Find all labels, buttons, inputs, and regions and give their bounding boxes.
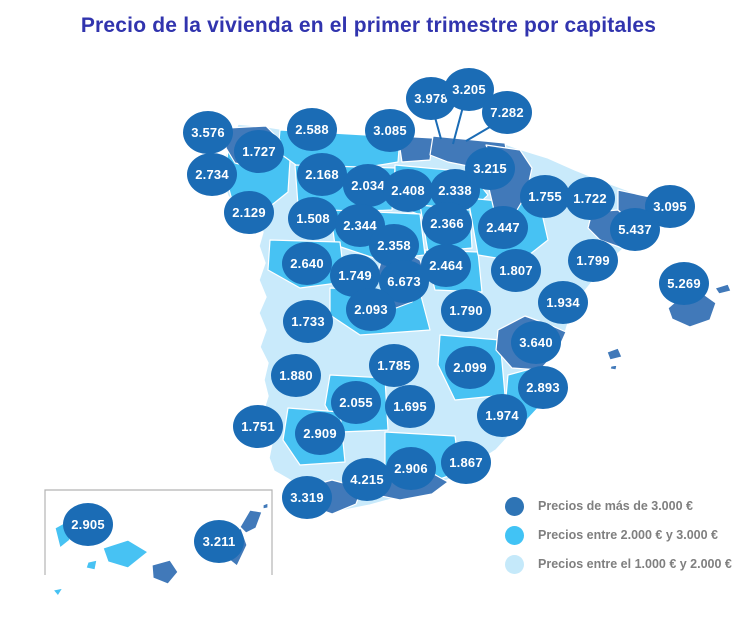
price-bubble: 2.893	[518, 365, 568, 409]
price-bubble: 1.722	[565, 176, 615, 220]
price-bubble: 3.319	[282, 475, 332, 519]
legend-item: Precios entre 2.000 € y 3.000 €	[505, 524, 730, 546]
price-bubble: 2.358	[369, 223, 419, 267]
price-bubble: 3.085	[365, 108, 415, 152]
legend-label: Precios entre el 1.000 € y 2.000 €	[538, 557, 732, 571]
price-bubble: 5.437	[610, 207, 660, 251]
price-bubble: 2.093	[346, 287, 396, 331]
price-bubble: 1.880	[271, 353, 321, 397]
price-bubble: 3.215	[465, 146, 515, 190]
price-bubble: 2.906	[386, 446, 436, 490]
price-bubble: 2.055	[331, 380, 381, 424]
price-bubble: 1.508	[288, 196, 338, 240]
price-bubble: 1.974	[477, 393, 527, 437]
price-bubble: 1.934	[538, 280, 588, 324]
price-bubble: 2.168	[297, 152, 347, 196]
legend-dot-mid	[505, 525, 524, 545]
price-bubble: 2.905	[63, 502, 113, 546]
price-bubble: 2.366	[422, 201, 472, 245]
price-bubble: 4.215	[342, 457, 392, 501]
price-bubble: 2.099	[445, 345, 495, 389]
price-bubble: 1.755	[520, 174, 570, 218]
legend-item: Precios entre el 1.000 € y 2.000 €	[505, 553, 732, 575]
price-bubble: 1.695	[385, 384, 435, 428]
price-bubble: 3.576	[183, 110, 233, 154]
price-bubble: 2.909	[295, 411, 345, 455]
price-bubble: 3.211	[194, 519, 244, 563]
price-bubble: 2.464	[421, 243, 471, 287]
price-bubble: 3.095	[645, 184, 695, 228]
price-bubble: 7.282	[482, 90, 532, 134]
price-bubble: 1.799	[568, 238, 618, 282]
price-bubble: 2.588	[287, 107, 337, 151]
price-bubble: 1.807	[491, 248, 541, 292]
legend-label: Precios de más de 3.000 €	[538, 499, 693, 513]
price-bubble: 1.867	[441, 440, 491, 484]
page-title: Precio de la vivienda en el primer trime…	[80, 14, 657, 37]
price-bubble: 2.408	[383, 168, 433, 212]
price-bubble: 1.733	[283, 299, 333, 343]
price-bubble: 2.447	[478, 205, 528, 249]
legend-item: Precios de más de 3.000 €	[505, 495, 730, 517]
price-bubble: 1.751	[233, 404, 283, 448]
legend: Precios de más de 3.000 € Precios entre …	[505, 495, 732, 582]
price-bubble: 2.734	[187, 152, 237, 196]
price-bubble: 2.129	[224, 190, 274, 234]
price-bubble: 1.785	[369, 343, 419, 387]
price-bubble: 1.727	[234, 129, 284, 173]
price-bubble: 1.790	[441, 288, 491, 332]
price-bubble: 3.640	[511, 320, 561, 364]
legend-dot-low	[505, 554, 524, 574]
legend-dot-high	[505, 496, 524, 516]
price-bubble: 5.269	[659, 261, 709, 305]
price-bubble: 2.640	[282, 241, 332, 285]
legend-label: Precios entre 2.000 € y 3.000 €	[538, 528, 718, 542]
